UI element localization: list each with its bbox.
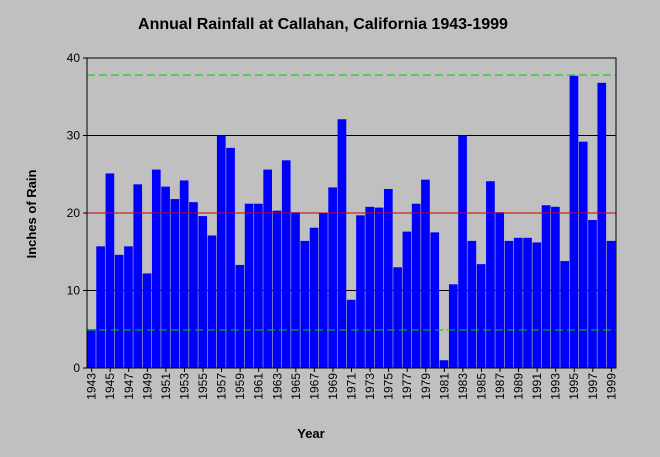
bar-1958 [226,147,235,368]
y-tick-labels: 0 10 20 30 40 [67,51,87,375]
bar-1961 [254,203,263,368]
bars [87,74,616,369]
x-tick-label-3: 1949 [140,373,154,400]
bar-1963 [272,210,282,368]
bar-1996 [578,141,588,368]
x-tick-label-4: 1951 [159,373,173,400]
bar-1949 [142,273,152,368]
bar-1999 [606,240,616,368]
x-tick-label-15: 1973 [363,373,377,400]
y-tick-label-4: 40 [67,51,81,65]
bar-1991 [532,242,542,368]
bar-1943 [87,329,96,368]
bar-1947 [124,246,133,368]
x-tick-label-14: 1971 [345,373,359,400]
bar-1965 [291,212,300,368]
y-tick-label-2: 20 [67,206,81,220]
x-tick-label-21: 1985 [474,373,488,400]
bar-1969 [328,187,337,368]
y-tick-label-0: 0 [73,361,80,375]
x-tick-label-26: 1995 [567,373,581,400]
bar-1989 [513,237,523,368]
bar-1995 [569,75,579,368]
x-tick-label-17: 1977 [400,373,414,400]
bar-1959 [235,264,245,368]
bar-1971 [346,299,356,368]
bar-1990 [523,237,532,368]
bar-1993 [551,206,560,368]
bar-1960 [244,203,254,368]
bar-1967 [309,227,319,368]
x-tick-label-16: 1975 [382,373,396,400]
bar-1957 [216,135,226,368]
bar-1978 [411,203,421,368]
bar-1951 [161,186,170,368]
bar-1950 [151,169,161,368]
y-tick-label-1: 10 [67,284,81,298]
x-tick-label-10: 1963 [270,373,284,400]
bar-1968 [319,213,328,368]
bar-1992 [541,205,551,368]
bar-1973 [365,206,375,368]
x-tick-label-27: 1997 [586,373,600,400]
x-tick-label-24: 1991 [530,373,544,400]
bar-1986 [486,181,495,368]
x-tick-label-5: 1953 [177,373,191,400]
bar-1979 [421,179,430,368]
x-tick-label-7: 1957 [215,373,229,400]
x-tick-label-1: 1945 [103,373,117,400]
bar-1985 [476,264,486,368]
bar-1998 [597,82,607,369]
chart-title: Annual Rainfall at Callahan, California … [138,16,508,33]
bar-1966 [300,240,310,368]
bar-1970 [337,119,347,368]
bar-1946 [114,254,124,368]
x-tick-label-20: 1983 [456,373,470,400]
x-tick-label-12: 1967 [307,373,321,400]
x-tick-label-2: 1947 [122,373,136,400]
bar-1944 [96,246,105,368]
x-tick-label-25: 1993 [549,373,563,400]
x-tick-label-22: 1987 [493,373,507,400]
bar-1945 [105,173,115,368]
bar-1982 [448,284,458,368]
x-tick-label-28: 1999 [604,373,618,400]
x-tick-labels: 1943 1945 1947 1949 1951 1953 1955 1957 1959 1961… [85,368,618,400]
bar-1984 [467,240,477,368]
x-tick-label-23: 1989 [512,373,526,400]
y-axis-title: Inches of Rain [24,170,39,259]
x-tick-label-9: 1961 [252,373,266,400]
bar-1972 [356,215,365,368]
x-tick-label-8: 1959 [233,373,247,400]
bar-1987 [495,212,505,368]
bar-1955 [198,216,208,368]
bar-1983 [458,135,467,368]
bar-1954 [189,202,198,368]
bar-1948 [133,184,143,368]
bar-1977 [402,231,412,368]
x-tick-label-19: 1981 [437,373,451,400]
bar-1962 [263,169,273,368]
x-axis-title: Year [297,426,324,441]
x-tick-label-13: 1969 [326,373,340,400]
bar-1988 [504,240,514,368]
x-tick-label-0: 1943 [85,373,99,400]
bar-1964 [281,160,291,368]
bar-1997 [588,219,597,368]
x-tick-label-11: 1965 [289,373,303,400]
bar-1980 [430,232,440,369]
y-tick-label-3: 30 [67,129,81,143]
x-tick-label-6: 1955 [196,373,210,400]
bar-1994 [560,261,569,368]
bar-1975 [383,188,393,368]
x-tick-label-18: 1979 [419,373,433,400]
bar-1981 [439,360,449,368]
bar-1974 [374,207,384,368]
bar-1953 [179,180,189,368]
bar-1976 [393,267,402,368]
bar-1956 [207,235,217,368]
bar-1952 [170,199,180,368]
